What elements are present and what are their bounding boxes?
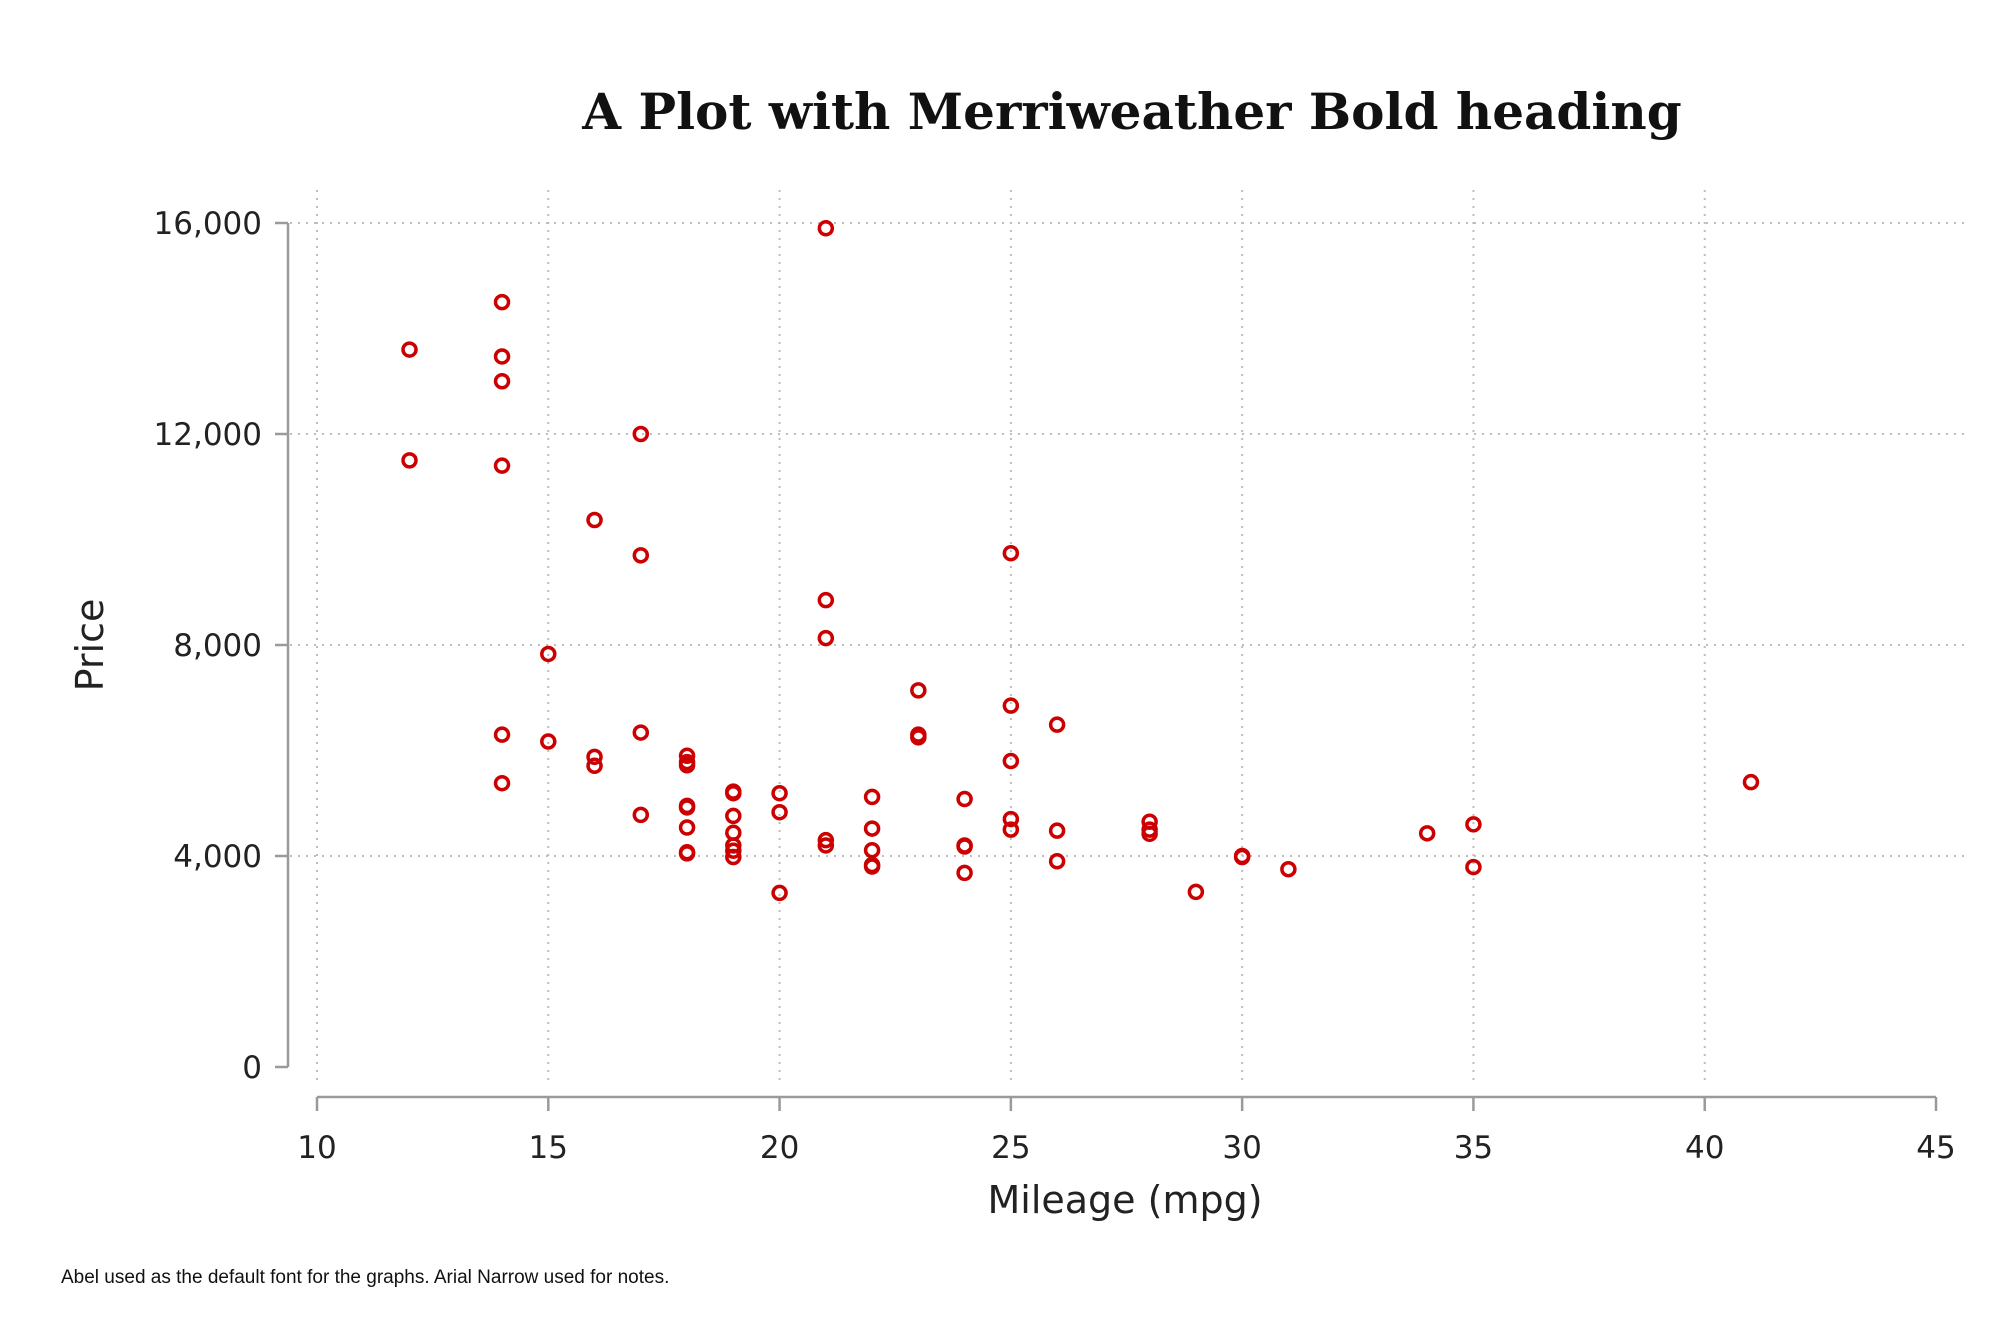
data-point <box>817 831 835 849</box>
data-point <box>632 806 650 824</box>
data-point <box>1233 848 1251 866</box>
data-point <box>1002 752 1020 770</box>
data-point <box>678 845 696 862</box>
data-point <box>817 591 835 609</box>
data-point <box>1002 544 1020 562</box>
data-points <box>401 220 1760 902</box>
data-point <box>725 848 742 866</box>
data-point <box>586 748 603 766</box>
data-point <box>725 784 742 802</box>
data-point <box>771 884 788 902</box>
x-tick-label: 15 <box>529 1130 568 1166</box>
data-point <box>1418 825 1436 842</box>
data-point <box>910 729 927 746</box>
data-point <box>678 747 696 765</box>
data-point <box>956 790 973 808</box>
y-axis-ticks: 0 4,000 8,000 12,000 16,000 <box>154 206 288 1086</box>
data-point <box>1002 697 1020 714</box>
data-point <box>1141 825 1158 843</box>
x-tick-label: 10 <box>297 1130 336 1166</box>
y-tick-label: 16,000 <box>154 206 262 242</box>
y-tick-label: 8,000 <box>173 628 262 664</box>
data-point <box>863 858 881 875</box>
data-point <box>956 838 973 855</box>
data-point <box>493 373 511 390</box>
data-point <box>632 425 650 443</box>
data-point <box>1002 821 1020 838</box>
chart-note: Abel used as the default font for the gr… <box>61 1267 669 1288</box>
axes <box>286 223 1936 1099</box>
data-point <box>817 629 835 647</box>
x-tick-label: 40 <box>1685 1130 1724 1166</box>
data-point <box>540 645 557 663</box>
data-point <box>1465 858 1482 876</box>
data-point <box>771 803 788 821</box>
y-tick-label: 12,000 <box>154 417 262 453</box>
x-tick-label: 45 <box>1916 1130 1955 1166</box>
data-point <box>863 788 881 806</box>
data-point <box>771 784 788 802</box>
data-point <box>817 220 835 237</box>
data-point <box>1187 883 1205 901</box>
data-point <box>863 820 881 837</box>
y-tick-label: 0 <box>242 1050 262 1086</box>
data-point <box>910 682 927 699</box>
data-point <box>1742 773 1760 791</box>
data-point <box>1280 860 1297 878</box>
data-point <box>678 819 696 836</box>
data-point <box>1048 822 1066 839</box>
data-point <box>586 757 603 775</box>
data-point <box>1465 816 1482 833</box>
chart-title: A Plot with Merriweather Bold heading <box>581 82 1681 141</box>
x-tick-label: 35 <box>1454 1130 1493 1166</box>
data-point <box>586 511 603 529</box>
x-axis-ticks: 10 15 20 25 30 35 40 45 <box>297 1097 1956 1166</box>
data-point <box>540 733 557 750</box>
data-point <box>401 341 418 358</box>
data-point <box>632 547 650 564</box>
data-point <box>401 452 418 469</box>
data-point <box>493 774 511 792</box>
x-axis-title: Mileage (mpg) <box>987 1178 1262 1222</box>
data-point <box>493 457 511 474</box>
data-point <box>817 837 835 854</box>
y-axis-title: Price <box>68 599 112 692</box>
data-point <box>632 724 650 741</box>
data-point <box>725 807 742 825</box>
data-point <box>1048 853 1066 870</box>
data-point <box>1048 716 1066 733</box>
data-point <box>1002 810 1020 828</box>
data-point <box>493 726 511 743</box>
y-tick-label: 4,000 <box>173 839 262 875</box>
data-point <box>863 841 881 859</box>
x-tick-label: 25 <box>991 1130 1030 1166</box>
data-point <box>725 842 742 859</box>
data-point <box>493 293 511 311</box>
data-point <box>678 799 696 816</box>
x-tick-label: 20 <box>760 1130 799 1166</box>
data-point <box>678 757 696 774</box>
data-point <box>956 864 973 882</box>
grid-lines <box>290 190 1970 1082</box>
x-tick-label: 30 <box>1222 1130 1261 1166</box>
data-point <box>493 348 511 365</box>
